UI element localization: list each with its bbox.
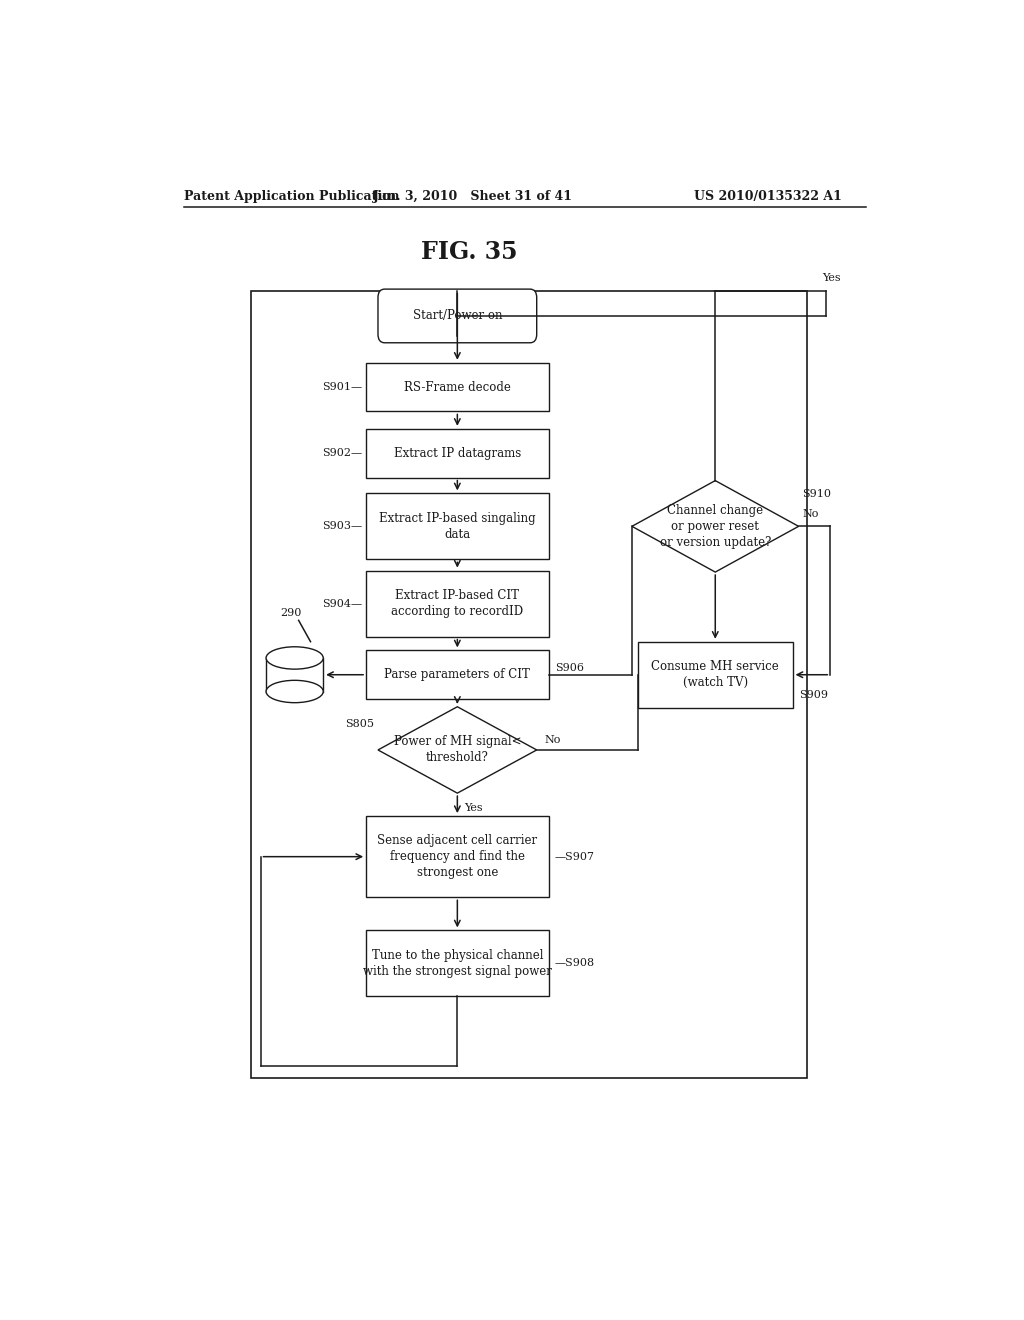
FancyBboxPatch shape — [378, 289, 537, 343]
Bar — [367, 429, 549, 478]
Text: S805: S805 — [345, 719, 374, 729]
Bar — [367, 363, 549, 412]
Text: S903—: S903— — [322, 521, 362, 532]
Text: S910: S910 — [803, 490, 831, 499]
Text: S909: S909 — [799, 690, 828, 700]
Bar — [251, 290, 807, 1078]
Text: 290: 290 — [280, 609, 301, 618]
Text: Sense adjacent cell carrier
frequency and find the
strongest one: Sense adjacent cell carrier frequency an… — [377, 834, 538, 879]
Text: Power of MH signal<
threshold?: Power of MH signal< threshold? — [393, 735, 521, 764]
Bar — [367, 494, 549, 560]
Text: No: No — [803, 510, 819, 519]
Bar — [367, 816, 549, 898]
Text: Tune to the physical channel
with the strongest signal power: Tune to the physical channel with the st… — [362, 949, 552, 978]
Text: Yes: Yes — [822, 273, 841, 284]
Text: —S907: —S907 — [555, 851, 595, 862]
Text: Parse parameters of CIT: Parse parameters of CIT — [384, 668, 530, 681]
Ellipse shape — [266, 680, 324, 702]
Text: Channel change
or power reset
or version update?: Channel change or power reset or version… — [659, 504, 771, 549]
Text: —S908: —S908 — [555, 958, 595, 969]
Text: Start/Power on: Start/Power on — [413, 309, 502, 322]
Text: Yes: Yes — [464, 804, 482, 813]
Text: S904—: S904— — [322, 598, 362, 609]
Text: S902—: S902— — [322, 449, 362, 458]
Bar — [367, 651, 549, 700]
Text: Extract IP-based CIT
according to recordID: Extract IP-based CIT according to record… — [391, 589, 523, 618]
Text: FIG. 35: FIG. 35 — [421, 240, 517, 264]
Bar — [638, 642, 793, 708]
Polygon shape — [632, 480, 799, 572]
Text: Consume MH service
(watch TV): Consume MH service (watch TV) — [651, 660, 779, 689]
Text: Extract IP-based singaling
data: Extract IP-based singaling data — [379, 512, 536, 541]
Text: No: No — [545, 735, 561, 744]
Text: S906: S906 — [555, 663, 584, 673]
Text: S901—: S901— — [322, 381, 362, 392]
Text: RS-Frame decode: RS-Frame decode — [403, 380, 511, 393]
Text: Patent Application Publication: Patent Application Publication — [183, 190, 399, 202]
Bar — [367, 570, 549, 636]
Bar — [367, 931, 549, 997]
Polygon shape — [378, 706, 537, 793]
Ellipse shape — [266, 647, 324, 669]
Text: US 2010/0135322 A1: US 2010/0135322 A1 — [694, 190, 842, 202]
Text: Extract IP datagrams: Extract IP datagrams — [393, 446, 521, 459]
Text: Jun. 3, 2010   Sheet 31 of 41: Jun. 3, 2010 Sheet 31 of 41 — [373, 190, 573, 202]
